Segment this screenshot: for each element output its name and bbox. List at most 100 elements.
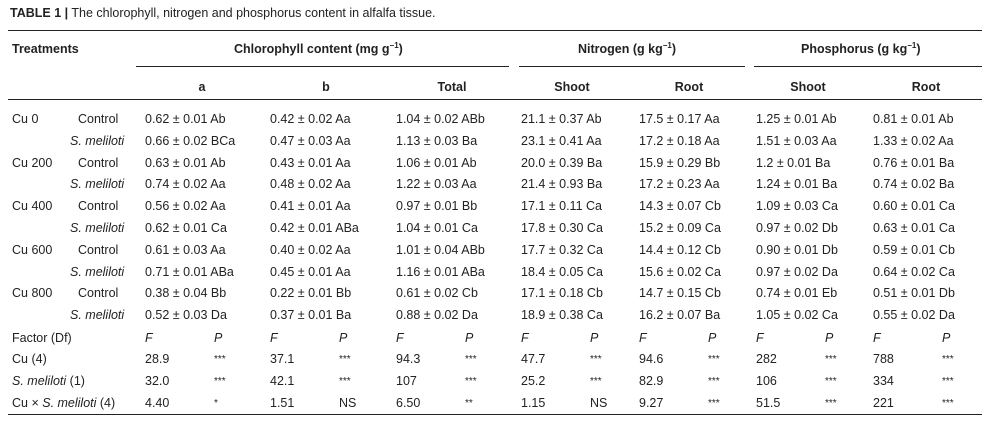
- row-treatment-label: Control: [78, 199, 119, 214]
- table-cell: 14.7 ± 0.15 Cb: [639, 286, 721, 301]
- table-cell: 0.63 ± 0.01 Ab: [145, 155, 226, 170]
- table-cell: 17.2 ± 0.18 Aa: [639, 133, 720, 148]
- table-cell: 1.33 ± 0.02 Aa: [873, 133, 954, 148]
- row-group-label: Cu 200: [12, 155, 53, 170]
- table-cell: 0.62 ± 0.01 Ca: [145, 221, 227, 235]
- factor-f-value: 1.51: [270, 395, 295, 410]
- table-cell: 1.06 ± 0.01 Ab: [396, 155, 477, 170]
- table-cell: 23.1 ± 0.41 Aa: [521, 133, 602, 148]
- factor-p-value: ***: [590, 354, 602, 366]
- table-cell: 0.64 ± 0.02 Ca: [873, 264, 955, 279]
- factor-f-value: 25.2: [521, 374, 546, 389]
- subheader-6: Root: [911, 80, 941, 94]
- factor-header-label: Factor (Df): [12, 330, 72, 345]
- row-treatment-label: Control: [78, 112, 119, 126]
- row-treatment-label: Control: [78, 155, 119, 170]
- nitrogen-span-rule: [519, 66, 745, 67]
- row-treatment-label: S. meliloti: [70, 177, 125, 192]
- table-cell: 0.97 ± 0.02 Da: [756, 264, 838, 279]
- table-cell: 21.1 ± 0.37 Ab: [521, 112, 602, 126]
- factor-p-value: **: [465, 397, 473, 409]
- table-cell: 0.63 ± 0.01 Ca: [873, 221, 955, 235]
- table-cell: 14.4 ± 0.12 Cb: [639, 242, 721, 257]
- factor-p-value: ***: [825, 397, 837, 409]
- table-cell: 1.16 ± 0.01 ABa: [396, 264, 485, 279]
- table-cell: 1.09 ± 0.03 Ca: [756, 199, 838, 214]
- table-cell: 21.4 ± 0.93 Ba: [521, 177, 603, 192]
- factor-f-value: 51.5: [756, 395, 781, 410]
- factor-f-value: 4.40: [145, 395, 170, 410]
- header-phosphorus: Phosphorus (g kg−1): [801, 40, 921, 56]
- table-cell: 0.90 ± 0.01 Db: [756, 242, 838, 257]
- row-treatment-label: Control: [78, 286, 119, 301]
- table-cell: 1.05 ± 0.02 Ca: [756, 308, 838, 323]
- subheader-1: b: [322, 80, 330, 94]
- table-cell: 17.2 ± 0.23 Aa: [639, 177, 720, 192]
- table-cell: 14.3 ± 0.07 Cb: [639, 199, 721, 214]
- row-group-label: Cu 400: [12, 199, 53, 214]
- top-rule: [8, 30, 982, 31]
- factor-f-value: 9.27: [639, 395, 664, 410]
- table-cell: 0.48 ± 0.02 Aa: [270, 177, 351, 192]
- table-cell: 16.2 ± 0.07 Ba: [639, 308, 721, 323]
- factor-label: Cu × S. meliloti (4): [12, 395, 116, 410]
- factor-header-p: P: [590, 330, 599, 345]
- table-cell: 0.40 ± 0.02 Aa: [270, 242, 351, 257]
- row-group-label: Cu 800: [12, 286, 53, 301]
- chlorophyll-span-rule: [136, 66, 509, 67]
- factor-header-f: F: [521, 330, 529, 345]
- table-cell: 0.62 ± 0.01 Ab: [145, 112, 226, 126]
- factor-p-value: ***: [214, 354, 226, 366]
- factor-p-value: ***: [339, 354, 351, 366]
- table-cell: 1.04 ± 0.02 ABb: [396, 112, 485, 126]
- header-treatments: Treatments: [12, 42, 79, 56]
- factor-f-value: 221: [873, 395, 894, 410]
- table-cell: 1.24 ± 0.01 Ba: [756, 177, 838, 192]
- bottom-rule: [8, 414, 982, 415]
- factor-header-f: F: [756, 330, 764, 345]
- factor-label: Cu (4): [12, 352, 47, 367]
- table-cell: 0.47 ± 0.03 Aa: [270, 133, 351, 148]
- header-bottom-rule: [8, 99, 982, 100]
- table-cell: 0.43 ± 0.01 Aa: [270, 155, 351, 170]
- subheader-5: Shoot: [790, 80, 826, 94]
- factor-header-p: P: [339, 330, 348, 345]
- factor-f-value: 94.3: [396, 352, 421, 367]
- table-caption: TABLE 1 | The chlorophyll, nitrogen and …: [10, 6, 436, 20]
- factor-header-f: F: [396, 330, 404, 345]
- table-cell: 0.42 ± 0.01 ABa: [270, 221, 359, 235]
- table-cell: 0.76 ± 0.01 Ba: [873, 155, 955, 170]
- table-cell: 0.97 ± 0.02 Db: [756, 221, 838, 235]
- factor-header-f: F: [145, 330, 153, 345]
- table-cell: 0.41 ± 0.01 Aa: [270, 199, 351, 214]
- table-cell: 17.8 ± 0.30 Ca: [521, 221, 603, 235]
- table-cell: 0.74 ± 0.02 Ba: [873, 177, 955, 192]
- factor-f-value: 32.0: [145, 374, 170, 389]
- table-cell: 0.60 ± 0.01 Ca: [873, 199, 955, 214]
- table-cell: 0.61 ± 0.03 Aa: [145, 242, 226, 257]
- table-cell: 0.74 ± 0.02 Aa: [145, 177, 226, 192]
- factor-p-value: ***: [942, 376, 954, 388]
- factor-f-value: 82.9: [639, 374, 664, 389]
- factor-f-value: 788: [873, 352, 894, 367]
- header-nitrogen: Nitrogen (g kg−1): [578, 40, 677, 56]
- table-cell: 18.9 ± 0.38 Ca: [521, 308, 603, 323]
- factor-header-f: F: [639, 330, 647, 345]
- table-cell: 0.61 ± 0.02 Cb: [396, 286, 478, 301]
- factor-p-value: ***: [214, 376, 226, 388]
- factor-p-value: ***: [942, 354, 954, 366]
- factor-p-value: ***: [465, 376, 477, 388]
- factor-f-value: 37.1: [270, 352, 295, 367]
- subheader-0: a: [198, 80, 206, 94]
- table-cell: 1.13 ± 0.03 Ba: [396, 133, 478, 148]
- factor-p-value: NS: [590, 395, 608, 410]
- row-treatment-label: S. meliloti: [70, 264, 125, 279]
- factor-f-value: 42.1: [270, 374, 295, 389]
- factor-p-value: ***: [339, 376, 351, 388]
- factor-header-p: P: [465, 330, 474, 345]
- factor-f-value: 282: [756, 352, 777, 367]
- caption-label: TABLE 1 |: [10, 6, 69, 20]
- factor-header-p: P: [708, 330, 717, 345]
- table-cell: 18.4 ± 0.05 Ca: [521, 264, 603, 279]
- row-group-label: Cu 0: [12, 112, 39, 126]
